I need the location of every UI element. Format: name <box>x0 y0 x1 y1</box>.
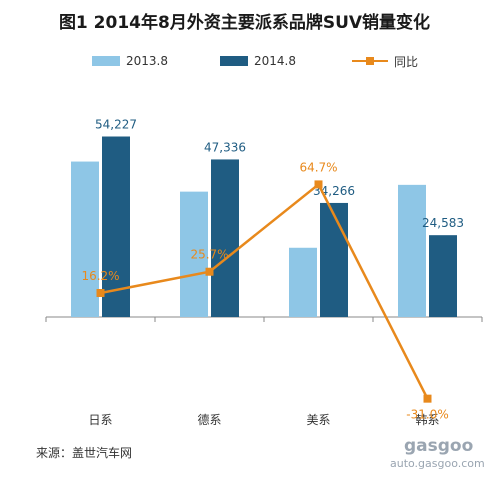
yoy-value-label: 16.2% <box>81 269 119 283</box>
yoy-marker <box>314 180 323 189</box>
bar-2013 <box>71 161 99 317</box>
legend-item-2014: 2014.8 <box>220 52 296 70</box>
x-tick-label: 韩系 <box>415 412 439 427</box>
yoy-marker <box>205 267 214 276</box>
bar-2014 <box>429 235 457 317</box>
yoy-line <box>100 182 429 400</box>
gasgoo-watermark: gasgoo auto.gasgoo.com <box>390 436 485 472</box>
bar-2013 <box>180 191 208 317</box>
x-tick-label: 美系 <box>306 413 330 427</box>
bar-2013 <box>289 247 317 317</box>
legend-item-2013: 2013.8 <box>92 52 168 70</box>
legend-swatch-2014 <box>220 56 248 66</box>
legend-item-yoy: 同比 <box>352 52 418 70</box>
legend-label-2013: 2013.8 <box>126 54 168 68</box>
yoy-value-label: -31.0% <box>406 408 448 422</box>
bar-2014-value-label: 54,227 <box>95 118 137 132</box>
bar-2014-value-label: 24,583 <box>422 216 464 230</box>
bar-2014-value-label: 47,336 <box>204 140 246 154</box>
bar-2013 <box>398 184 426 317</box>
watermark-logo: gasgoo <box>404 436 474 456</box>
x-tick-label: 德系 <box>197 412 221 427</box>
x-tick-label: 日系 <box>88 413 112 427</box>
legend-label-2014: 2014.8 <box>254 54 296 68</box>
legend-label-yoy: 同比 <box>394 54 419 69</box>
yoy-value-label: 25.7% <box>190 248 228 262</box>
watermark-url: auto.gasgoo.com <box>390 457 485 470</box>
legend-swatch-2013 <box>92 56 120 66</box>
source-note: 来源：盖世汽车网 <box>36 446 133 460</box>
chart-title: 图1 2014年8月外资主要派系品牌SUV销量变化 <box>58 13 431 33</box>
bar-2014 <box>211 159 239 317</box>
yoy-marker <box>96 288 105 297</box>
yoy-marker <box>423 394 432 403</box>
chart-legend: 2013.8 2014.8 同比 <box>0 52 489 70</box>
bar-2014 <box>320 202 348 317</box>
legend-swatch-yoy <box>352 56 388 66</box>
yoy-value-label: 64.7% <box>299 160 337 174</box>
